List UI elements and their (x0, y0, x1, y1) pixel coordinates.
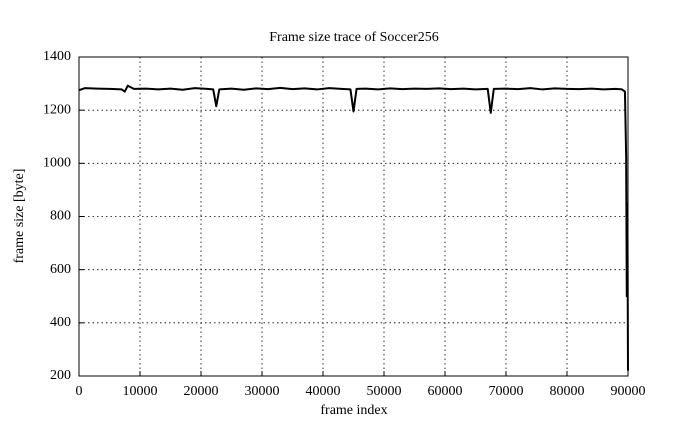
x-tick-label: 50000 (367, 384, 402, 399)
y-axis-label: frame size [byte] (12, 169, 27, 264)
y-tick-label: 1000 (43, 156, 71, 171)
x-axis-label: frame index (320, 403, 387, 418)
x-tick-label: 30000 (245, 384, 280, 399)
x-tick-label: 0 (76, 384, 83, 399)
x-tick-label: 90000 (611, 384, 646, 399)
y-tick-label: 400 (50, 315, 71, 330)
y-tick-label: 1200 (43, 102, 71, 117)
x-tick-label: 40000 (306, 384, 341, 399)
y-tick-label: 800 (50, 209, 71, 224)
x-tick-label: 60000 (428, 384, 463, 399)
y-tick-label: 200 (50, 368, 71, 383)
x-tick-label: 10000 (123, 384, 158, 399)
y-tick-label: 1400 (43, 49, 71, 64)
y-tick-label: 600 (50, 262, 71, 277)
x-tick-label: 70000 (489, 384, 524, 399)
x-tick-label: 20000 (184, 384, 219, 399)
data-line (78, 84, 629, 371)
x-tick-label: 80000 (550, 384, 585, 399)
chart-title: Frame size trace of Soccer256 (269, 30, 438, 45)
